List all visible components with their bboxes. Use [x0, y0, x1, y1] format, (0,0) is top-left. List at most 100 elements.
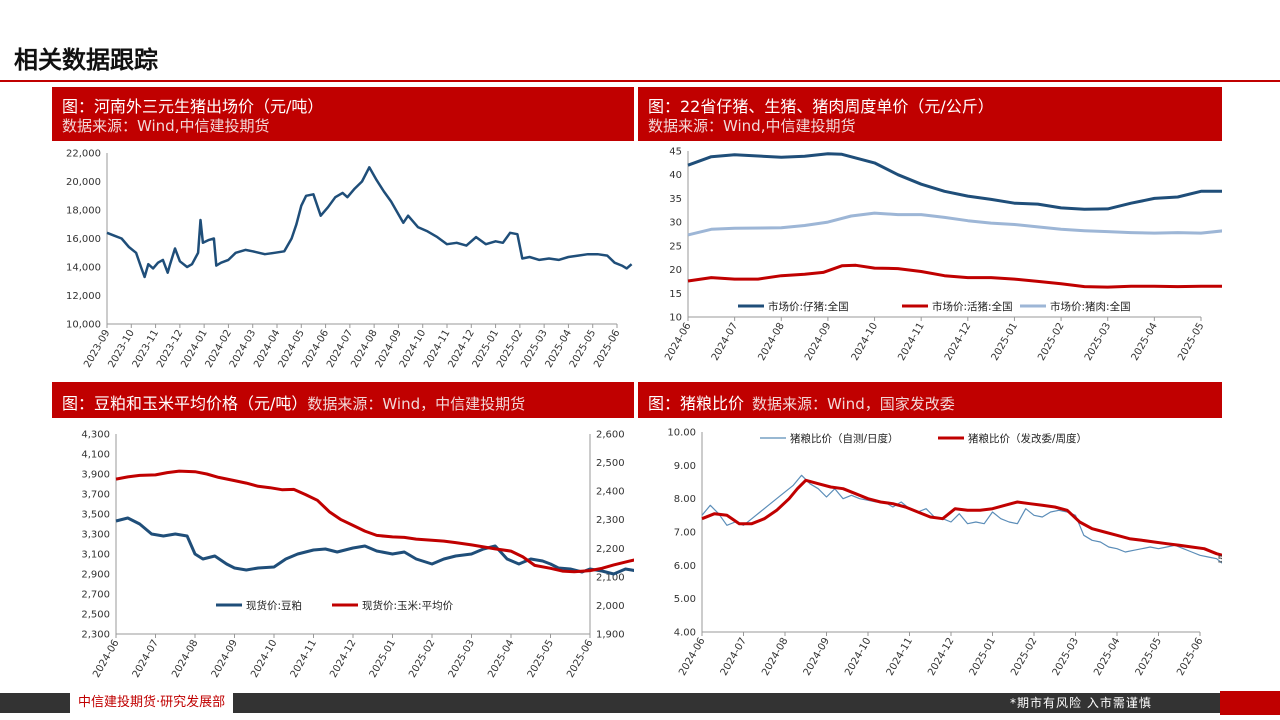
panel-1-title: 图：河南外三元生猪出场价（元/吨）: [62, 97, 324, 116]
y-tick-label: 5.00: [674, 594, 696, 605]
y-tick-label: 35: [669, 194, 682, 205]
y-right-tick-label: 2,500: [596, 458, 625, 469]
panel-2-source: 数据来源：Wind,中信建投期货: [648, 117, 856, 135]
y-tick-label: 3,900: [81, 470, 110, 481]
footer-accent: [1220, 691, 1280, 715]
y-right-tick-label: 2,600: [596, 430, 625, 441]
y-tick-label: 6.00: [674, 561, 696, 572]
x-tick-label: 2025-01: [968, 636, 998, 678]
x-tick-label: 2024-06: [677, 636, 707, 678]
panel-2-title: 图：22省仔猪、生猪、猪肉周度单价（元/公斤）: [648, 97, 994, 116]
x-tick-label: 2024-08: [760, 636, 790, 678]
x-tick-label: 2025-05: [1134, 636, 1164, 678]
x-tick-label: 2024-06: [663, 321, 693, 363]
x-tick-label: 2025-01: [990, 321, 1020, 363]
chart-22-province-prices: 10 15 20 25 30 35 40 45 2024-06 2024-07 2024-08 202…: [663, 147, 1222, 363]
chart-soymeal-corn-price: 2,300 2,500 2,700 2,900 3,100 3,300 3,500 3,700…: [81, 430, 634, 680]
x-tick-label: 2024-11: [289, 638, 319, 680]
y-tick-label: 3,300: [81, 530, 110, 541]
x-tick-label: 2024-07: [710, 321, 740, 363]
x-tick-label: 2024-11: [896, 321, 926, 363]
last-value-label: 5.85: [1218, 554, 1223, 565]
x-tick-label: 2025-03: [1051, 636, 1081, 678]
x-tick-label: 2025-05: [526, 638, 556, 680]
y-tick-label: 16,000: [66, 234, 101, 245]
legend-label: 市场价:活猪:全国: [932, 300, 1013, 313]
y-tick-label: 2,500: [81, 610, 110, 621]
legend-label: 猪粮比价（自测/日度）: [790, 432, 899, 445]
title-divider: [0, 80, 1280, 82]
panel-3-title: 图：豆粕和玉米平均价格（元/吨）: [62, 394, 308, 413]
series-line-3: [687, 211, 1222, 237]
panel-4-header: 图：猪粮比价 数据来源：Wind，国家发改委: [638, 382, 1222, 418]
series-line-2: [701, 478, 1222, 557]
x-tick-label: 2024-10: [850, 321, 880, 363]
y-right-tick-label: 2,400: [596, 487, 625, 498]
x-tick-label: 2025-02: [1036, 321, 1066, 363]
y-tick-label: 2,700: [81, 590, 110, 601]
y-tick-label: 12,000: [66, 291, 101, 302]
y-tick-label: 7.00: [674, 528, 696, 539]
slide-title: 相关数据跟踪: [14, 46, 158, 74]
y-tick-label: 3,700: [81, 490, 110, 501]
y-tick-label: 2,900: [81, 570, 110, 581]
series-line-1: [701, 474, 1222, 564]
y-tick-label: 45: [669, 147, 682, 158]
y-tick-label: 15: [669, 289, 682, 300]
y-right-tick-label: 2,200: [596, 544, 625, 555]
x-tick-label: 2024-08: [170, 638, 200, 680]
x-tick-label: 2024-06: [91, 638, 121, 680]
y-tick-label: 3,500: [81, 510, 110, 521]
x-tick-label: 2025-06: [565, 638, 595, 680]
y-tick-label: 25: [669, 241, 682, 252]
y-tick-label: 8.00: [674, 494, 696, 505]
x-tick-label: 2025-05: [1176, 321, 1206, 363]
x-tick-label: 2024-09: [803, 321, 833, 363]
footer-bar: [0, 693, 1224, 713]
x-tick-label: 2024-12: [926, 636, 956, 678]
y-right-tick-label: 2,100: [596, 572, 625, 583]
chart-hog-grain-ratio: 4.00 5.00 6.00 7.00 8.00 9.00 10.00 2024-06 2024…: [667, 428, 1223, 678]
series-line-1: [687, 152, 1222, 211]
x-tick-label: 2025-01: [368, 638, 398, 680]
y-tick-label: 22,000: [66, 149, 101, 160]
x-tick-label: 2024-07: [719, 636, 749, 678]
y-tick-label: 30: [669, 218, 682, 229]
y-tick-label: 20,000: [66, 177, 101, 188]
x-tick-label: 2025-04: [486, 638, 516, 680]
legend-label: 市场价:猪肉:全国: [1050, 300, 1131, 313]
x-tick-label: 2024-09: [210, 638, 240, 680]
legend-label: 现货价:玉米:平均价: [362, 599, 454, 612]
footer-warning: *期市有风险 入市需谨慎: [1010, 696, 1152, 710]
x-tick-label: 2025-03: [1083, 321, 1113, 363]
y-tick-label: 10: [669, 313, 682, 324]
x-tick-label: 2025-03: [447, 638, 477, 680]
y-tick-label: 3,100: [81, 550, 110, 561]
x-tick-label: 2025-02: [1009, 636, 1039, 678]
x-tick-label: 2024-08: [756, 321, 786, 363]
y-tick-label: 2,300: [81, 630, 110, 641]
x-tick-label: 2024-12: [328, 638, 358, 680]
panel-4-source: 数据来源：Wind，国家发改委: [752, 395, 955, 413]
x-tick-label: 2024-10: [843, 636, 873, 678]
x-tick-label: 2024-09: [802, 636, 832, 678]
y-tick-label: 40: [669, 170, 682, 181]
x-tick-label: 2025-02: [407, 638, 437, 680]
y-right-tick-label: 2,300: [596, 515, 625, 526]
series-line-1: [106, 166, 633, 279]
series-line-2: [115, 469, 634, 574]
legend-label: 现货价:豆粕: [246, 599, 302, 612]
panel-1-header: 图：河南外三元生猪出场价（元/吨） 数据来源：Wind,中信建投期货: [52, 87, 634, 141]
x-tick-label: 2024-07: [131, 638, 161, 680]
y-right-tick-label: 1,900: [596, 630, 625, 641]
series-line-2: [687, 263, 1222, 289]
panel-3-header: 图：豆粕和玉米平均价格（元/吨）数据来源：Wind，中信建投期货: [52, 382, 634, 418]
y-tick-label: 4,300: [81, 430, 110, 441]
y-tick-label: 14,000: [66, 263, 101, 274]
panel-3-source: 数据来源：Wind，中信建投期货: [307, 395, 526, 413]
y-tick-label: 10,000: [66, 320, 101, 331]
y-tick-label: 20: [669, 265, 682, 276]
x-tick-label: 2025-04: [1130, 321, 1160, 363]
footer-org: 中信建投期货·研究发展部: [70, 693, 234, 713]
x-tick-label: 2025-06: [1175, 636, 1205, 678]
